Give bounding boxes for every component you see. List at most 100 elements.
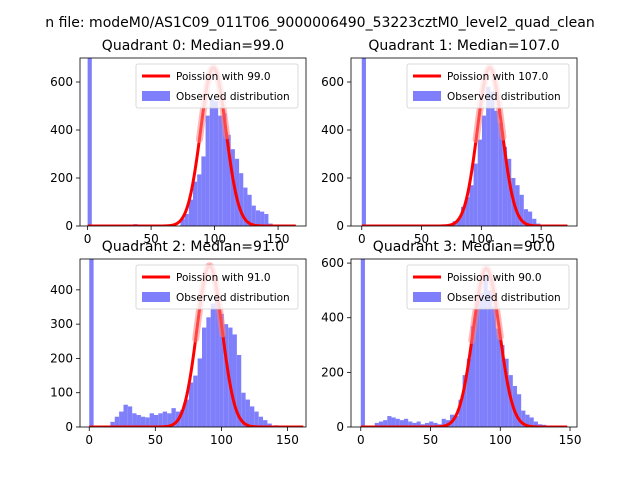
observed-bar — [241, 392, 246, 427]
legend-box — [135, 63, 299, 109]
observed-bar — [255, 210, 261, 226]
observed-bar — [470, 325, 476, 427]
observed-bar — [481, 115, 487, 226]
observed-bar — [441, 418, 446, 427]
legend-poisson-label: Poission with 99.0 — [176, 71, 271, 83]
observed-bar — [219, 313, 224, 427]
observed-bar — [424, 422, 430, 427]
legend: Poission with 90.0 Observed distribution — [406, 264, 570, 310]
y-tick-label: 400 — [50, 123, 73, 137]
observed-bar — [519, 194, 524, 226]
x-tick-label: 0 — [357, 433, 365, 447]
legend-observed-label: Observed distribution — [447, 91, 561, 103]
observed-bar — [149, 413, 155, 427]
x-tick-label: 150 — [559, 433, 582, 447]
axes-frame — [350, 258, 578, 428]
observed-bar — [500, 345, 505, 427]
observed-bar — [416, 421, 421, 427]
observed-bar — [232, 334, 237, 427]
observed-bar — [361, 58, 366, 226]
observed-bar — [132, 413, 137, 427]
observed-bar — [180, 218, 185, 226]
y-tick-label: 200 — [50, 171, 73, 185]
observed-bar — [260, 211, 265, 226]
observed-bar — [525, 414, 530, 427]
observed-bar — [215, 296, 220, 427]
legend-observed-label: Observed distribution — [176, 292, 290, 304]
observed-bar — [247, 194, 252, 226]
observed-bar — [512, 386, 518, 427]
observed-bar — [490, 91, 495, 226]
observed-bar — [473, 163, 478, 226]
x-tick-label: 50 — [143, 232, 158, 246]
observed-bar — [87, 58, 92, 226]
observed-bar — [532, 218, 537, 226]
x-tick-label: 50 — [148, 433, 163, 447]
subplot-quadrant-3: 0 50 100 150 0 200 400 600 Poission with 90.0 Obs… — [321, 239, 581, 447]
observed-bar — [395, 418, 400, 427]
observed-bar — [491, 306, 497, 427]
observed-bar — [267, 423, 272, 427]
subplot-title: Quadrant 0: Median=99.0 — [102, 38, 284, 54]
x-tick-label: 150 — [530, 232, 553, 246]
figure-title: n file: modeM0/AS1C09_011T06_9000006490_… — [45, 15, 594, 31]
observed-bar — [533, 421, 538, 427]
observed-bar — [223, 324, 229, 427]
x-tick-label: 100 — [203, 232, 226, 246]
observed-bar — [527, 211, 533, 226]
observed-bar — [479, 293, 484, 427]
observed-bar — [529, 417, 534, 427]
subplot-title: Quadrant 2: Median=91.0 — [102, 239, 284, 255]
observed-bar — [515, 185, 520, 226]
observed-bar — [456, 218, 462, 226]
plot-area — [359, 259, 569, 427]
legend-observed-label: Observed distribution — [447, 292, 561, 304]
observed-bar — [469, 185, 474, 226]
observed-bar — [399, 420, 405, 427]
observed-bar — [466, 358, 471, 427]
observed-bar — [171, 408, 176, 427]
observed-bar — [523, 209, 528, 226]
y-tick-label: 400 — [321, 311, 344, 325]
observed-bar — [496, 328, 501, 427]
observed-bar — [239, 173, 244, 226]
observed-bar — [154, 415, 159, 427]
legend-observed-swatch — [413, 91, 441, 101]
observed-bar — [218, 115, 223, 226]
observed-bar — [188, 382, 194, 427]
observed-bar — [404, 418, 409, 427]
observed-bar — [209, 98, 214, 226]
observed-bar — [205, 115, 210, 226]
observed-bar — [487, 290, 492, 427]
x-tick-label: 50 — [423, 433, 438, 447]
observed-bar — [454, 416, 459, 427]
observed-bar — [251, 205, 256, 226]
y-tick-label: 200 — [321, 171, 344, 185]
x-tick-label: 50 — [414, 232, 429, 246]
observed-bar — [197, 174, 202, 226]
observed-bar — [145, 417, 150, 427]
x-tick-label: 0 — [358, 232, 366, 246]
y-tick-label: 200 — [321, 365, 344, 379]
observed-bar — [521, 410, 526, 427]
observed-bar — [502, 146, 508, 226]
observed-bar — [387, 416, 392, 427]
observed-bar — [383, 420, 388, 427]
observed-bar — [184, 214, 189, 226]
observed-bar — [210, 303, 216, 427]
observed-bar — [140, 416, 146, 427]
legend-observed-swatch — [142, 91, 170, 101]
legend-observed-label: Observed distribution — [176, 91, 290, 103]
legend-observed-swatch — [142, 292, 170, 302]
y-tick-label: 400 — [321, 123, 344, 137]
observed-bar — [465, 197, 470, 226]
observed-bar — [110, 421, 115, 427]
observed-bar — [360, 259, 365, 427]
x-tick-label: 100 — [210, 433, 233, 447]
observed-bar — [477, 139, 482, 226]
observed-bar — [494, 110, 499, 226]
x-tick-label: 150 — [267, 232, 290, 246]
observed-bar — [249, 406, 255, 427]
observed-bar — [114, 416, 120, 427]
